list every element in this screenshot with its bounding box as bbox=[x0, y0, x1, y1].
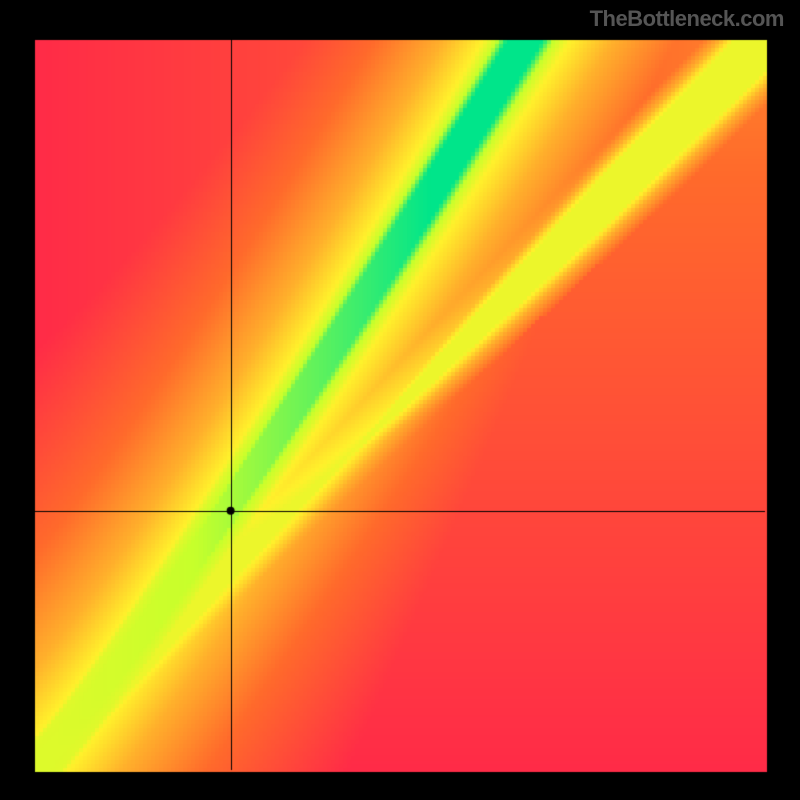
chart-container: { "watermark": { "text": "TheBottleneck.… bbox=[0, 0, 800, 800]
watermark-text: TheBottleneck.com bbox=[590, 6, 784, 32]
bottleneck-heatmap-canvas bbox=[0, 0, 800, 800]
